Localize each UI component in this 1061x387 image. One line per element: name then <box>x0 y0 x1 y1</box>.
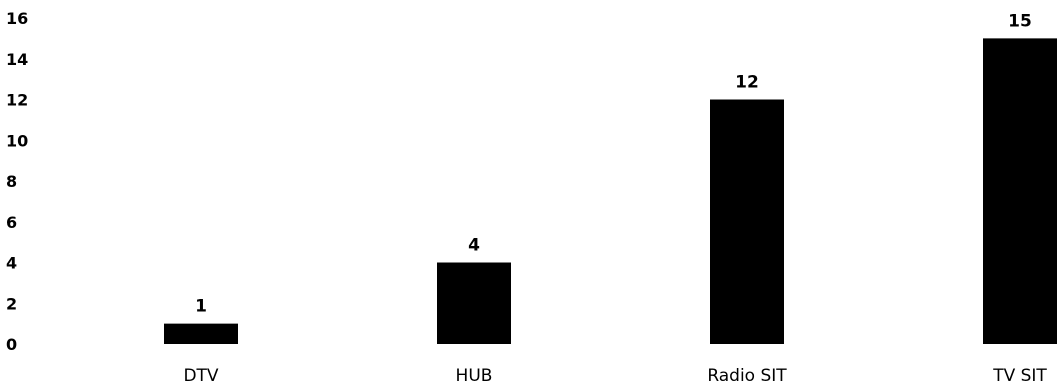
y-tick-label: 2 <box>6 294 17 313</box>
x-tick-label: TV SIT <box>992 366 1047 386</box>
data-label: 4 <box>468 236 480 256</box>
y-tick-label: 12 <box>6 91 28 110</box>
data-label: 12 <box>735 73 759 93</box>
y-tick-label: 6 <box>6 213 17 232</box>
bar <box>710 99 784 344</box>
x-axis: DTV HUB Radio SIT TV SIT <box>183 366 1047 386</box>
y-tick-label: 8 <box>6 172 17 191</box>
bar <box>983 38 1057 344</box>
bars <box>164 38 1057 344</box>
data-label: 15 <box>1008 11 1032 31</box>
y-tick-label: 10 <box>6 131 28 150</box>
y-tick-label: 0 <box>6 335 17 354</box>
data-label: 1 <box>195 297 207 317</box>
bar <box>437 262 511 344</box>
y-tick-label: 4 <box>6 254 17 273</box>
y-tick-label: 14 <box>6 50 28 69</box>
y-tick-label: 16 <box>6 9 28 28</box>
x-tick-label: HUB <box>456 366 493 386</box>
x-tick-label: Radio SIT <box>707 366 787 386</box>
y-axis: 0 2 4 6 8 10 12 14 16 <box>6 9 28 354</box>
bar <box>164 323 238 344</box>
data-labels: 1 4 12 15 <box>195 11 1032 316</box>
x-tick-label: DTV <box>183 366 218 386</box>
